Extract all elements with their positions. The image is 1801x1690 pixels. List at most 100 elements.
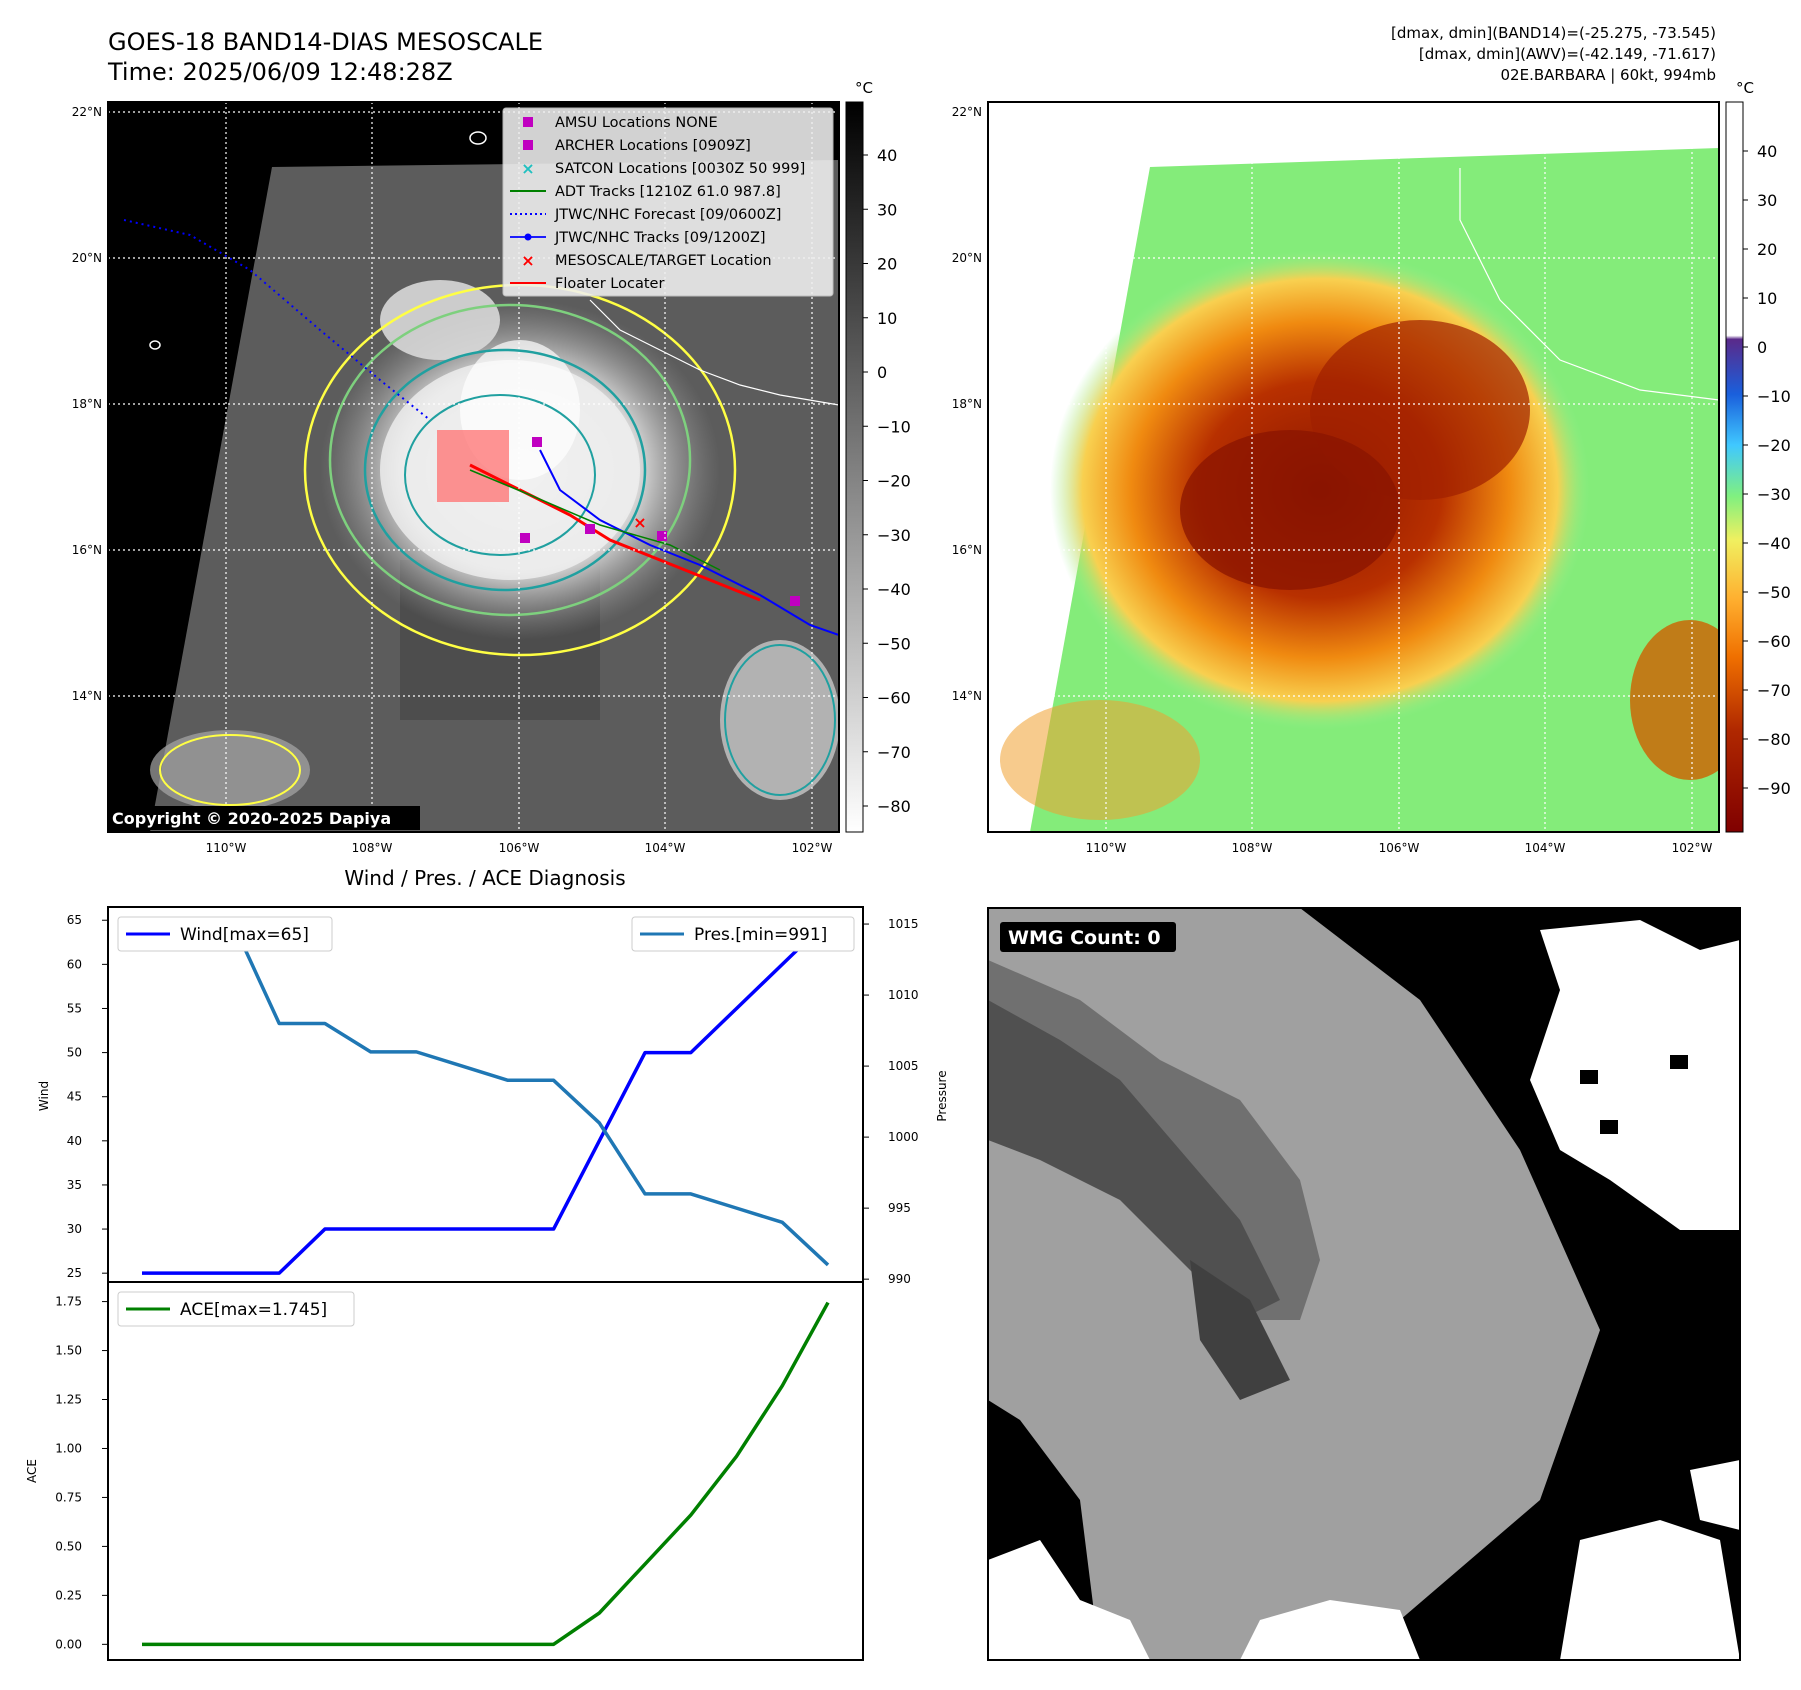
lat-label: 16°N bbox=[952, 543, 982, 557]
lon-label: 102°W bbox=[792, 841, 833, 855]
pressure-tick-label: 1000 bbox=[888, 1130, 919, 1144]
legend-label: ADT Tracks [1210Z 61.0 987.8] bbox=[555, 184, 781, 200]
wind-tick-label: 35 bbox=[67, 1178, 82, 1192]
ace-tick-label: 0.00 bbox=[55, 1637, 82, 1651]
wmg-count-label: WMG Count: 0 bbox=[1008, 927, 1161, 949]
map1-lat-labels: 22°N 20°N 18°N 16°N 14°N bbox=[72, 105, 102, 703]
legend-label: SATCON Locations [0030Z 50 999] bbox=[555, 161, 805, 177]
colorbar-tick-label: 30 bbox=[877, 200, 897, 219]
map1-lon-labels: 110°W 108°W 106°W 104°W 102°W bbox=[206, 841, 833, 855]
gray-colorbar-unit: °C bbox=[855, 79, 873, 97]
info-storm: 02E.BARBARA | 60kt, 994mb bbox=[1501, 66, 1716, 84]
legend-marker: × bbox=[521, 251, 534, 270]
legend-label: MESOSCALE/TARGET Location bbox=[555, 253, 772, 269]
legend-item: Floater Locater bbox=[510, 276, 664, 292]
wind-tick-label: 30 bbox=[67, 1222, 82, 1236]
ace-line bbox=[142, 1301, 830, 1647]
lat-label: 22°N bbox=[72, 105, 102, 119]
legend-marker bbox=[523, 140, 533, 150]
wind-axis-label: Wind bbox=[37, 1081, 51, 1111]
colorbar-tick-label: −50 bbox=[877, 634, 911, 653]
ace-tick-label: 1.00 bbox=[55, 1441, 82, 1455]
copyright-text: Copyright © 2020-2025 Dapiya bbox=[112, 809, 391, 828]
lat-label: 20°N bbox=[952, 251, 982, 265]
map2-lon-labels: 110°W 108°W 106°W 104°W 102°W bbox=[1086, 841, 1713, 855]
legend-label: ARCHER Locations [0909Z] bbox=[555, 138, 751, 154]
figure-time: Time: 2025/06/09 12:48:28Z bbox=[107, 58, 453, 86]
wind-tick-label: 40 bbox=[67, 1134, 82, 1148]
pressure-tick-label: 990 bbox=[888, 1272, 911, 1286]
svg-text:×: × bbox=[633, 513, 646, 532]
floater-track bbox=[469, 463, 761, 602]
colorbar-tick-label: 20 bbox=[1757, 240, 1777, 259]
wmg-label-box bbox=[1000, 922, 1176, 952]
wind-line bbox=[142, 918, 830, 1275]
lon-label: 102°W bbox=[1672, 841, 1713, 855]
legend-label: Floater Locater bbox=[555, 276, 664, 292]
coastline bbox=[589, 299, 839, 406]
forecast-track bbox=[123, 219, 431, 421]
lon-label: 108°W bbox=[1232, 841, 1273, 855]
colorbar-tick-label: −20 bbox=[877, 472, 911, 491]
colorbar-tick-label: −10 bbox=[1757, 387, 1791, 406]
pressure-axis-label: Pressure bbox=[935, 1070, 949, 1121]
colorbar-tick-label: 10 bbox=[1757, 289, 1777, 308]
colorbar-tick-label: −30 bbox=[877, 526, 911, 545]
wind-tick-label: 60 bbox=[67, 957, 82, 971]
lon-label: 108°W bbox=[352, 841, 393, 855]
ace-tick-label: 0.75 bbox=[55, 1490, 82, 1504]
legend-item: ARCHER Locations [0909Z] bbox=[523, 138, 751, 154]
wind-legend-label: Wind[max=65] bbox=[180, 925, 309, 945]
colorbar-tick-label: −80 bbox=[1757, 730, 1791, 749]
ace-tick-label: 1.75 bbox=[55, 1295, 82, 1309]
legend-label: AMSU Locations NONE bbox=[555, 115, 718, 131]
lat-label: 20°N bbox=[72, 251, 102, 265]
colorbar-tick-label: −40 bbox=[1757, 534, 1791, 553]
legend-item: ADT Tracks [1210Z 61.0 987.8] bbox=[510, 184, 781, 200]
wind-tick-label: 45 bbox=[67, 1090, 82, 1104]
legend-marker-dot bbox=[524, 233, 532, 241]
pressure-legend: Pres.[min=991] bbox=[631, 916, 855, 952]
map2-lat-labels: 22°N 20°N 18°N 16°N 14°N bbox=[952, 105, 982, 703]
lon-label: 104°W bbox=[645, 841, 686, 855]
colorbar-tick-label: 0 bbox=[1757, 338, 1767, 357]
wind-legend: Wind[max=65] bbox=[117, 916, 333, 952]
ace-tick-label: 1.50 bbox=[55, 1344, 82, 1358]
colorbar-tick-label: −70 bbox=[1757, 681, 1791, 700]
nhc-track bbox=[539, 449, 839, 636]
colorbar-tick-label: −70 bbox=[877, 743, 911, 762]
wind-tick-label: 55 bbox=[67, 1001, 82, 1015]
ace-chart: 1.75 1.50 1.25 1.00 0.75 0.50 0.25 0.00 ACE ACE… bbox=[25, 1281, 864, 1661]
info-awv: [dmax, dmin](AWV)=(-42.149, -71.617) bbox=[1419, 45, 1716, 63]
colorbar-tick-label: −80 bbox=[877, 797, 911, 816]
chart-title: Wind / Pres. / ACE Diagnosis bbox=[344, 866, 625, 890]
colorbar-tick-label: −20 bbox=[1757, 436, 1791, 455]
colorbar-tick-label: −30 bbox=[1757, 485, 1791, 504]
colorbar-tick-label: 40 bbox=[1757, 142, 1777, 161]
lat-label: 18°N bbox=[952, 397, 982, 411]
legend-marker bbox=[523, 117, 533, 127]
adt-track bbox=[469, 469, 721, 571]
pressure-line bbox=[142, 922, 830, 1267]
pressure-tick-label: 1010 bbox=[888, 988, 919, 1002]
colorbar-tick-label: 0 bbox=[877, 363, 887, 382]
legend-label: JTWC/NHC Forecast [09/0600Z] bbox=[554, 207, 781, 223]
colorbar-tick-label: 10 bbox=[877, 309, 897, 328]
wind-tick-label: 50 bbox=[67, 1046, 82, 1060]
legend-item: JTWC/NHC Tracks [09/1200Z] bbox=[510, 230, 766, 246]
info-band14: [dmax, dmin](BAND14)=(-25.275, -73.545) bbox=[1391, 24, 1716, 42]
legend-label: JTWC/NHC Tracks [09/1200Z] bbox=[554, 230, 766, 246]
pressure-legend-label: Pres.[min=991] bbox=[694, 925, 827, 945]
awv-map bbox=[988, 102, 1719, 832]
colorbar-tick-label: −90 bbox=[1757, 779, 1791, 798]
figure-title: GOES-18 BAND14-DIAS MESOSCALE bbox=[108, 28, 543, 56]
colorbar-tick-label: −50 bbox=[1757, 583, 1791, 602]
wind-tick-label: 65 bbox=[67, 913, 82, 927]
legend-item: AMSU Locations NONE bbox=[523, 115, 718, 131]
copyright-box bbox=[108, 806, 420, 830]
color-colorbar-unit: °C bbox=[1736, 79, 1754, 97]
ace-tick-label: 0.50 bbox=[55, 1539, 82, 1553]
colorbar-tick-label: −60 bbox=[877, 689, 911, 708]
gray-colorbar: °C 40 30 20 10 0 −10 −20 −30 −40 −50 −60 −70 −80 bbox=[845, 79, 911, 833]
